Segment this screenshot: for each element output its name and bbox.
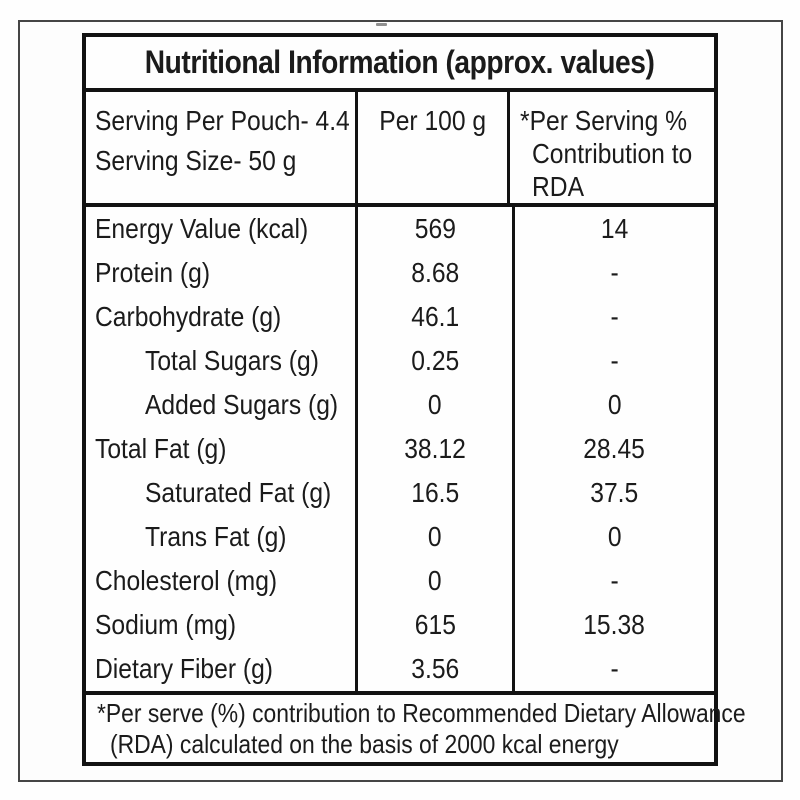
per-serving-line2: Contribution to [531, 138, 693, 169]
nutrient-label-cell: Total Fat (g) [86, 427, 355, 471]
header-per-100g: Per 100 g [355, 92, 510, 203]
row-dietary-fiber: Dietary Fiber (g) 3.56 - [86, 647, 714, 691]
per100-cell: 8.68 [355, 251, 515, 295]
per100-cell: 615 [355, 603, 515, 647]
table-title: Nutritional Information (approx. values) [145, 44, 655, 80]
nutrient-label: Dietary Fiber (g) [95, 653, 273, 684]
nutrient-label: Carbohydrate (g) [95, 301, 282, 332]
nutrient-label: Added Sugars (g) [145, 389, 339, 420]
rda-value: 37.5 [590, 477, 639, 508]
footnote-line2: (RDA) calculated on the basis of 2000 kc… [110, 729, 619, 759]
rda-value: - [610, 653, 619, 684]
per100-cell: 0 [355, 383, 515, 427]
rda-value: 0 [607, 521, 622, 552]
rda-cell: - [515, 251, 714, 295]
rda-footnote: *Per serve (%) contribution to Recommend… [86, 691, 746, 762]
per100-value: 0 [428, 521, 442, 552]
nutrient-label-cell: Added Sugars (g) [86, 383, 355, 427]
per100-value: 38.12 [404, 433, 466, 464]
nutrient-label-cell: Sodium (mg) [86, 603, 355, 647]
per100-value: 615 [414, 609, 456, 640]
rda-value: 0 [607, 389, 622, 420]
nutrient-label-cell: Carbohydrate (g) [86, 295, 355, 339]
row-total-sugars: Total Sugars (g) 0.25 - [86, 339, 714, 383]
nutrient-label: Protein (g) [95, 257, 211, 288]
per-100g-text: Per 100 g [379, 105, 486, 136]
top-dash-mark [376, 23, 387, 26]
per100-value: 46.1 [411, 301, 459, 332]
footnote-line1: *Per serve (%) contribution to Recommend… [97, 698, 746, 728]
serving-per-pouch-text: Serving Per Pouch- 4.4 [95, 105, 350, 136]
rda-cell: - [515, 647, 714, 691]
table-body: Energy Value (kcal) 569 14 Protein (g) 8… [86, 207, 714, 691]
rda-cell: - [515, 559, 714, 603]
serving-size-text: Serving Size- 50 g [95, 145, 297, 176]
nutrient-label: Saturated Fat (g) [145, 477, 332, 508]
nutrient-label-cell: Cholesterol (mg) [86, 559, 355, 603]
nutrient-label-cell: Energy Value (kcal) [86, 207, 355, 251]
per100-cell: 38.12 [355, 427, 515, 471]
nutrient-label-cell: Total Sugars (g) [86, 339, 355, 383]
nutrient-label-cell: Saturated Fat (g) [86, 471, 355, 515]
per100-cell: 0.25 [355, 339, 515, 383]
per100-value: 0 [428, 565, 442, 596]
rda-cell: 14 [515, 207, 714, 251]
header-per-serving-rda: *Per Serving % Contribution to RDA [510, 92, 714, 203]
row-cholesterol: Cholesterol (mg) 0 - [86, 559, 714, 603]
per100-value: 0.25 [411, 345, 459, 376]
row-energy-value: Energy Value (kcal) 569 14 [86, 207, 714, 251]
row-added-sugars: Added Sugars (g) 0 0 [86, 383, 714, 427]
per100-cell: 46.1 [355, 295, 515, 339]
rda-value: - [610, 345, 619, 376]
per100-value: 8.68 [411, 257, 459, 288]
rda-cell: 15.38 [515, 603, 714, 647]
per100-value: 569 [414, 213, 456, 244]
header-serving-info: Serving Per Pouch- 4.4 Serving Size- 50 … [86, 92, 355, 203]
rda-cell: 0 [515, 515, 714, 559]
nutrient-label: Cholesterol (mg) [95, 565, 278, 596]
per100-cell: 16.5 [355, 471, 515, 515]
rda-value: - [610, 565, 619, 596]
nutrient-label-cell: Trans Fat (g) [86, 515, 355, 559]
rda-value: - [610, 257, 619, 288]
rda-value: 14 [600, 213, 629, 244]
nutrient-label-cell: Protein (g) [86, 251, 355, 295]
per100-value: 16.5 [411, 477, 459, 508]
row-carbohydrate: Carbohydrate (g) 46.1 - [86, 295, 714, 339]
row-sodium: Sodium (mg) 615 15.38 [86, 603, 714, 647]
row-trans-fat: Trans Fat (g) 0 0 [86, 515, 714, 559]
rda-cell: 0 [515, 383, 714, 427]
per100-cell: 0 [355, 515, 515, 559]
per100-value: 3.56 [411, 653, 459, 684]
nutrient-label: Total Fat (g) [95, 433, 227, 464]
nutrient-label: Total Sugars (g) [145, 345, 319, 376]
table-header-row: Serving Per Pouch- 4.4 Serving Size- 50 … [86, 92, 714, 207]
nutrient-label: Energy Value (kcal) [95, 213, 309, 244]
nutrient-label: Sodium (mg) [95, 609, 237, 640]
per100-value: 0 [428, 389, 442, 420]
rda-cell: 37.5 [515, 471, 714, 515]
rda-value: 28.45 [583, 433, 646, 464]
row-protein: Protein (g) 8.68 - [86, 251, 714, 295]
rda-cell: - [515, 295, 714, 339]
table-title-row: Nutritional Information (approx. values) [86, 37, 714, 92]
per-serving-line3: RDA [531, 171, 584, 202]
rda-value: 15.38 [583, 609, 646, 640]
rda-cell: - [515, 339, 714, 383]
nutrient-label-cell: Dietary Fiber (g) [86, 647, 355, 691]
nutrition-table: Nutritional Information (approx. values)… [82, 33, 746, 766]
per-serving-line1: *Per Serving % [519, 105, 687, 136]
per100-cell: 569 [355, 207, 515, 251]
nutrient-label: Trans Fat (g) [145, 521, 287, 552]
per100-cell: 3.56 [355, 647, 515, 691]
rda-cell: 28.45 [515, 427, 714, 471]
row-total-fat: Total Fat (g) 38.12 28.45 [86, 427, 714, 471]
per100-cell: 0 [355, 559, 515, 603]
rda-value: - [610, 301, 619, 332]
row-saturated-fat: Saturated Fat (g) 16.5 37.5 [86, 471, 714, 515]
